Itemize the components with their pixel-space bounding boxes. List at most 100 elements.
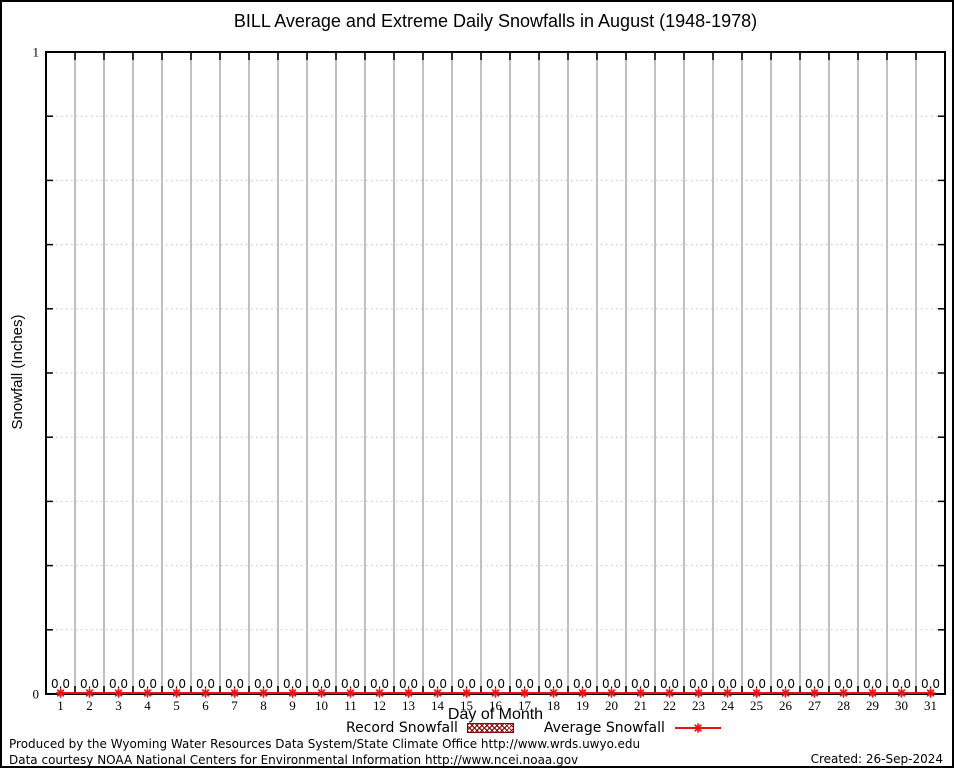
svg-text:25: 25 xyxy=(750,698,763,713)
svg-text:20: 20 xyxy=(605,698,618,713)
svg-text:0.0: 0.0 xyxy=(399,677,418,691)
star-marker xyxy=(171,688,182,698)
star-marker xyxy=(693,688,704,698)
svg-text:0.0: 0.0 xyxy=(486,677,505,691)
star-marker xyxy=(867,688,878,698)
svg-text:29: 29 xyxy=(866,698,879,713)
svg-text:0.0: 0.0 xyxy=(196,677,215,691)
svg-text:0.0: 0.0 xyxy=(109,677,128,691)
svg-text:16: 16 xyxy=(489,698,503,713)
svg-text:0.0: 0.0 xyxy=(312,677,331,691)
star-marker xyxy=(84,688,95,698)
x-tick-labels: 1 2 3 4 5 6 7 8 9 10 11 12 13 14 15 16 17 18 19 20 21 22 23 24 2… xyxy=(57,698,937,713)
footer-producer-line: Produced by the Wyoming Water Resources … xyxy=(9,737,641,751)
svg-text:27: 27 xyxy=(808,698,822,713)
axis-ticks xyxy=(46,52,945,694)
star-marker xyxy=(403,688,414,698)
star-marker xyxy=(722,688,733,698)
svg-text:0.0: 0.0 xyxy=(921,677,940,691)
svg-text:0.0: 0.0 xyxy=(602,677,621,691)
svg-text:19: 19 xyxy=(576,698,589,713)
svg-text:0.0: 0.0 xyxy=(457,677,476,691)
star-marker xyxy=(55,688,66,698)
svg-text:0.0: 0.0 xyxy=(370,677,389,691)
legend-item-average: Average Snowfall xyxy=(544,720,722,736)
star-marker xyxy=(519,688,530,698)
star-marker xyxy=(200,688,211,698)
svg-text:0.0: 0.0 xyxy=(544,677,563,691)
legend-average-label: Average Snowfall xyxy=(543,720,665,736)
star-marker xyxy=(548,688,559,698)
svg-text:23: 23 xyxy=(692,698,705,713)
star-marker xyxy=(345,688,356,698)
legend: Record Snowfall Average Snowfall xyxy=(346,720,722,736)
svg-text:1: 1 xyxy=(33,45,40,60)
svg-text:0.0: 0.0 xyxy=(573,677,592,691)
svg-text:26: 26 xyxy=(779,698,793,713)
svg-text:0.0: 0.0 xyxy=(428,677,447,691)
legend-item-record: Record Snowfall xyxy=(346,720,514,736)
svg-text:0.0: 0.0 xyxy=(225,677,244,691)
star-marker xyxy=(751,688,762,698)
svg-text:0.0: 0.0 xyxy=(805,677,824,691)
svg-text:22: 22 xyxy=(663,698,676,713)
svg-text:0.0: 0.0 xyxy=(51,677,70,691)
svg-text:31: 31 xyxy=(924,698,937,713)
star-marker xyxy=(809,688,820,698)
svg-text:0.0: 0.0 xyxy=(776,677,795,691)
svg-text:12: 12 xyxy=(373,698,386,713)
svg-text:0.0: 0.0 xyxy=(689,677,708,691)
star-marker xyxy=(142,688,153,698)
svg-text:11: 11 xyxy=(344,698,357,713)
star-marker xyxy=(287,688,298,698)
svg-text:6: 6 xyxy=(202,698,209,713)
svg-text:0.0: 0.0 xyxy=(80,677,99,691)
hatched-box-icon xyxy=(466,723,514,733)
svg-text:0.0: 0.0 xyxy=(167,677,186,691)
plot-border xyxy=(45,51,946,695)
svg-text:3: 3 xyxy=(115,698,122,713)
svg-text:15: 15 xyxy=(460,698,473,713)
svg-text:0.0: 0.0 xyxy=(863,677,882,691)
svg-text:10: 10 xyxy=(315,698,328,713)
svg-text:0.0: 0.0 xyxy=(660,677,679,691)
svg-text:0.0: 0.0 xyxy=(834,677,853,691)
svg-text:24: 24 xyxy=(721,698,735,713)
svg-text:0.0: 0.0 xyxy=(718,677,737,691)
star-marker xyxy=(113,688,124,698)
star-marker xyxy=(780,688,791,698)
x-axis-label: Day of Month xyxy=(447,706,544,723)
svg-text:0.0: 0.0 xyxy=(747,677,766,691)
star-marker xyxy=(896,688,907,698)
svg-text:0.0: 0.0 xyxy=(138,677,157,691)
star-marker xyxy=(229,688,240,698)
svg-text:13: 13 xyxy=(402,698,415,713)
chart-title: BILL Average and Extreme Daily Snowfalls… xyxy=(233,11,758,31)
svg-text:17: 17 xyxy=(518,698,532,713)
star-marker xyxy=(577,688,588,698)
star-marker xyxy=(490,688,501,698)
svg-text:0.0: 0.0 xyxy=(283,677,302,691)
star-marker xyxy=(461,688,472,698)
line-star-marker-icon xyxy=(674,723,721,733)
svg-text:18: 18 xyxy=(547,698,560,713)
star-marker xyxy=(838,688,849,698)
star-marker xyxy=(606,688,617,698)
svg-text:0.0: 0.0 xyxy=(892,677,911,691)
svg-text:0.0: 0.0 xyxy=(341,677,360,691)
horizontal-dotted-gridlines xyxy=(46,115,945,631)
svg-text:1: 1 xyxy=(57,698,64,713)
svg-text:0: 0 xyxy=(33,687,40,702)
svg-text:7: 7 xyxy=(231,698,238,713)
svg-text:30: 30 xyxy=(895,698,908,713)
star-marker xyxy=(925,688,936,698)
star-marker xyxy=(664,688,675,698)
svg-text:0.0: 0.0 xyxy=(515,677,534,691)
average-snowfall-markers xyxy=(55,688,936,698)
svg-text:5: 5 xyxy=(173,698,180,713)
value-labels: 0.0 0.0 0.0 0.0 0.0 0.0 0.0 0.0 0.0 0.0 0.0 0.0 0.0 0… xyxy=(51,677,940,691)
svg-text:9: 9 xyxy=(289,698,296,713)
svg-text:14: 14 xyxy=(431,698,445,713)
svg-text:21: 21 xyxy=(634,698,647,713)
